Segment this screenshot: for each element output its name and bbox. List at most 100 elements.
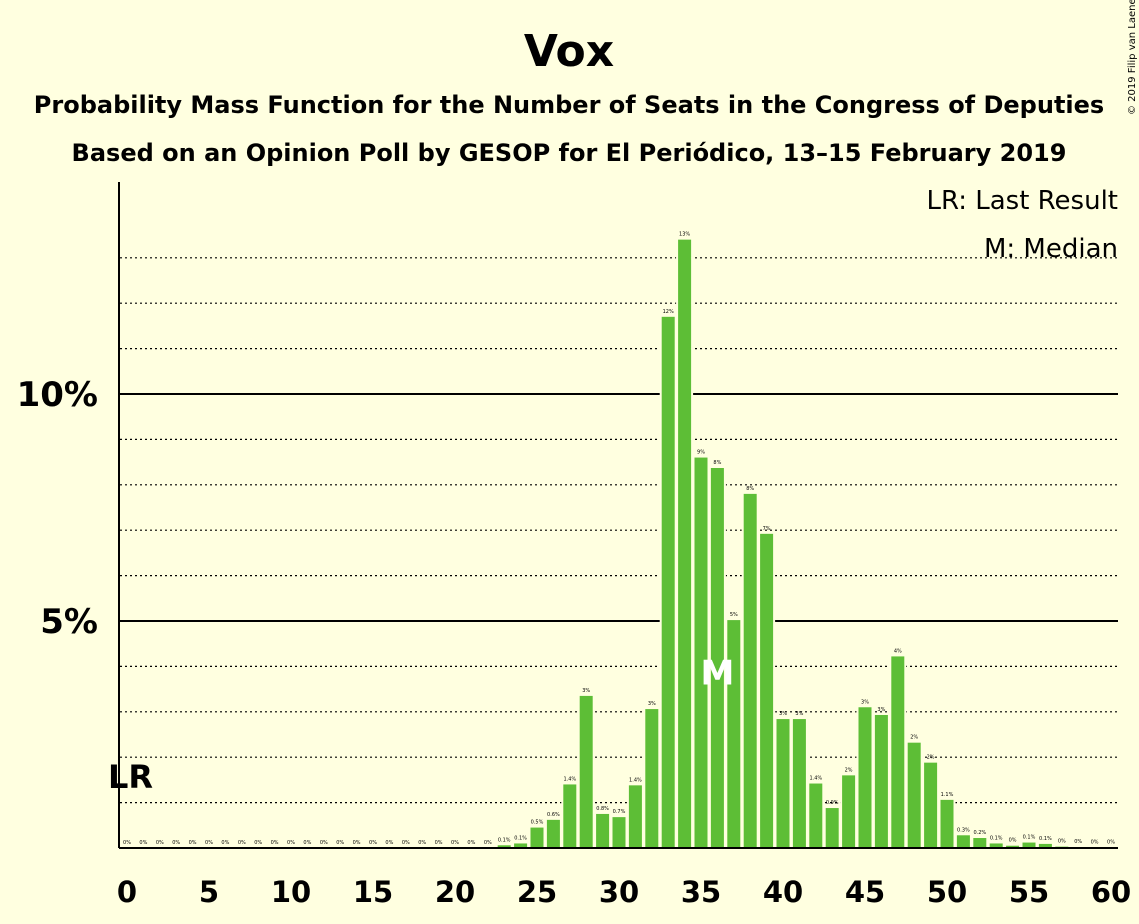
bar [973,838,987,848]
x-tick-label: 10 [271,875,311,909]
bar-value-label: 0% [418,840,426,846]
bar-value-label: 0% [336,840,344,846]
bar-value-label: 1.1% [941,792,954,798]
bar [727,620,741,848]
bar [940,799,954,848]
bar-value-label: 12% [663,309,674,315]
bar-value-label: 3% [648,701,656,707]
y-tick-label: 5% [40,602,98,642]
bar-backdrop [1086,845,1104,848]
bar-value-label: 13% [679,232,690,238]
bar-value-label: 8% [713,460,721,466]
bars [495,237,1120,848]
bar [563,784,577,848]
copyright-note: © 2019 Filip van Laenen [1127,0,1138,115]
bar [760,533,774,848]
bar-value-label: 3% [779,711,787,717]
x-tick-label: 25 [517,875,557,909]
bar [907,742,921,848]
bar-value-label: 2% [845,767,853,773]
bar [546,819,560,848]
bar [825,808,839,848]
bar [776,719,790,848]
bar [956,835,970,848]
bar [628,785,642,848]
bar [792,719,806,848]
bar [1006,845,1020,848]
bar [1038,843,1052,848]
x-tick-label: 60 [1091,875,1131,909]
x-tick-label: 40 [763,875,803,909]
bar [858,707,872,848]
bar [579,695,593,848]
bar-value-label: 1.4% [563,776,576,782]
bar [809,783,823,848]
bar [710,468,724,848]
grid [120,257,1118,804]
bar-value-label: 0% [156,840,164,846]
bar-value-label: 5% [730,612,738,618]
bar-value-label: 0% [1009,838,1017,844]
y-tick-labels: 5% 10% [17,375,98,642]
x-tick-label: 0 [117,875,137,909]
bar-value-label: 0.1% [498,837,511,843]
bar-value-label: 0.1% [990,835,1003,841]
bar-value-label: 3% [861,699,869,705]
bar-value-label: 0% [303,840,311,846]
bar-value-label: 0.2% [973,830,986,836]
bar-value-label: 1.4% [629,777,642,783]
bar-value-label: 0% [435,840,443,846]
bar [497,845,511,848]
bar-value-labels: 0% 0% 0% 0% 0% 0% 0% 0% 0% 0% 0% 0% 0% 0% 0% 0% 0% 0% 0% 0%… [123,232,1115,846]
bar-value-label: 0% [172,840,180,846]
bar-value-label: 0% [205,840,213,846]
bar [678,239,692,848]
bar-value-label: 0% [254,840,262,846]
bar-value-label: 3% [795,711,803,717]
bar [645,709,659,848]
bar [874,714,888,848]
x-tick-label: 50 [927,875,967,909]
bar-value-label: 3% [877,707,885,713]
bar-value-label: 0.1% [514,835,527,841]
bar-value-label: 4% [894,648,902,654]
bar-value-label: 7% [763,526,771,532]
x-tick-label: 15 [353,875,393,909]
bar-value-label: 0.5% [531,820,544,826]
bar-backdrop [1053,844,1071,848]
bar-value-label: 0% [123,840,131,846]
bar-value-label: 0% [139,840,147,846]
bar-value-label: 0% [369,840,377,846]
bar-value-label: 0% [467,840,475,846]
legend-last-result: LR: Last Result [926,186,1118,216]
bar-value-label: 0% [402,840,410,846]
bar-value-label: 0% [1074,839,1082,845]
bar [1022,842,1036,848]
bar-value-label: 0% [221,840,229,846]
bar-value-label: 0.3% [957,827,970,833]
bar-value-label: 0.6% [547,812,560,818]
bar-value-label: 1.4% [809,776,822,782]
median-marker: M [700,654,734,694]
chart-subtitle-2: Based on an Opinion Poll by GESOP for El… [72,139,1067,167]
bar-value-label: 0% [353,840,361,846]
bar [891,656,905,848]
bar [989,843,1003,848]
x-tick-label: 30 [599,875,639,909]
bar-value-label: 0% [1091,840,1099,846]
bar-value-label: 0% [320,840,328,846]
x-tick-label: 20 [435,875,475,909]
bar-value-label: 0% [1107,840,1115,846]
bar-value-label: 0.7% [613,809,626,815]
bar-value-label: 0% [287,840,295,846]
chart-subtitle-1: Probability Mass Function for the Number… [34,91,1104,119]
bar-backdrop [1069,845,1087,848]
bar-value-label: 0% [189,840,197,846]
legend-median: M: Median [984,234,1118,264]
chart-title: Vox [524,26,614,77]
x-tick-label: 5 [199,875,219,909]
bar-backdrop [1102,845,1120,848]
bar [924,762,938,848]
bar-value-label: 0% [451,840,459,846]
